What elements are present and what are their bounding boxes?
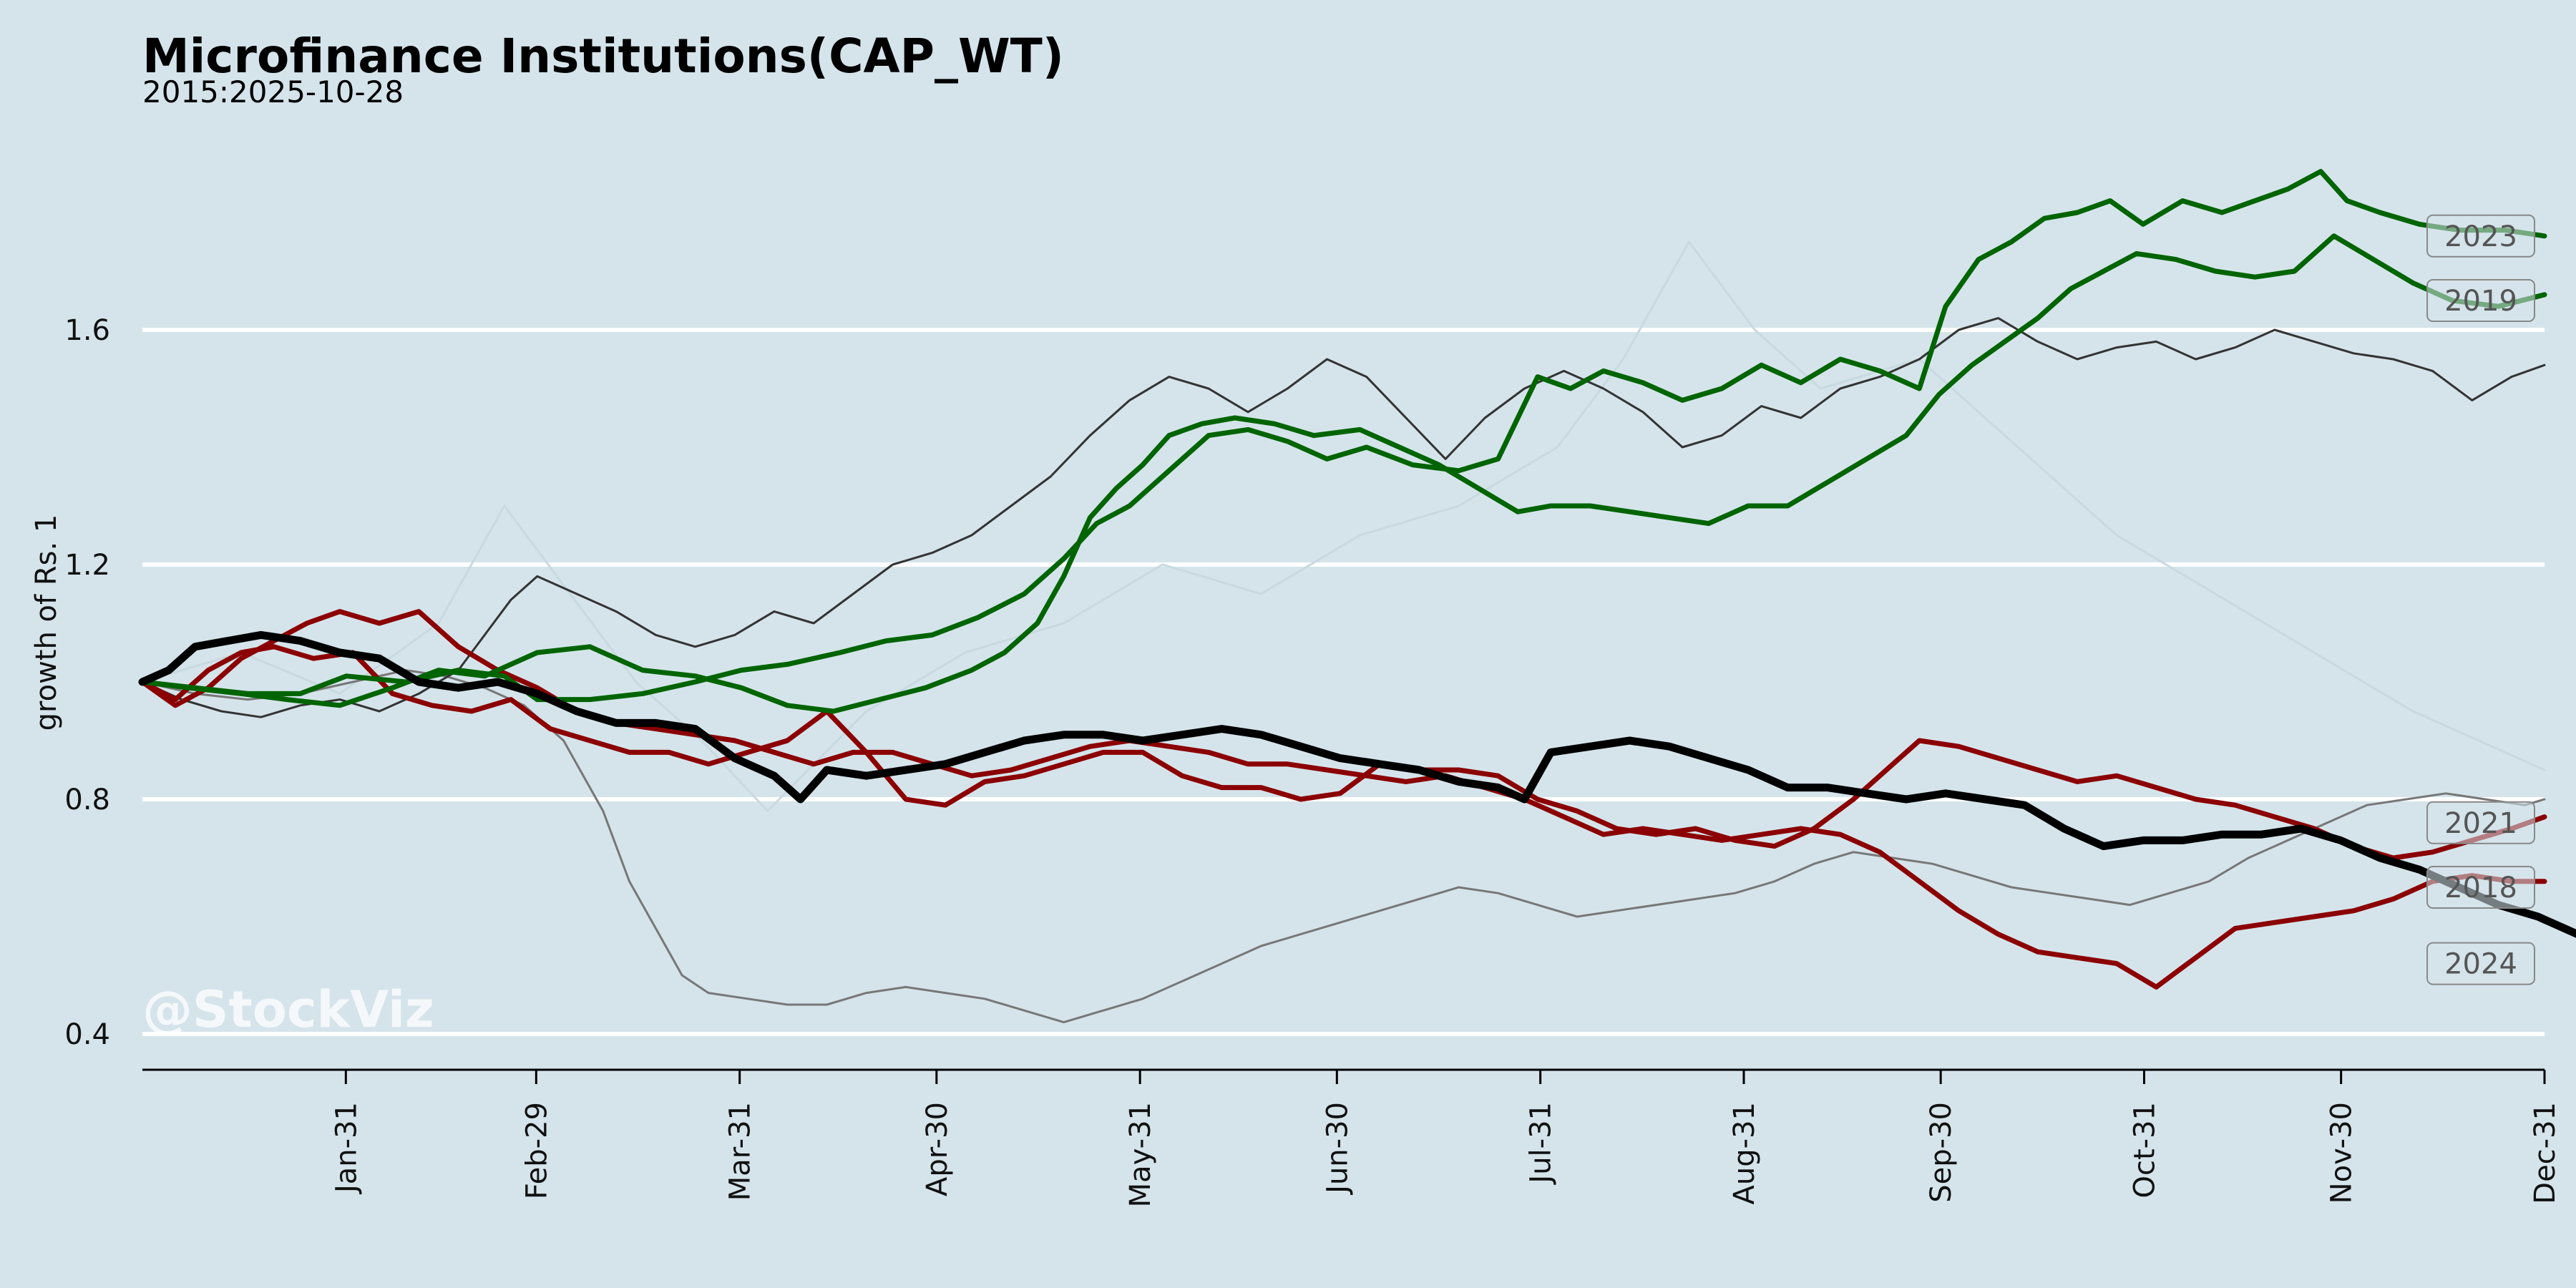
end-label-box bbox=[2426, 866, 2535, 909]
x-tick-label: Sep-30 bbox=[1925, 1102, 1958, 1203]
end-label-2024: 2024 bbox=[2444, 948, 2517, 981]
series-line bbox=[141, 669, 2546, 1024]
x-axis: Jan-31 Feb-29 Mar-31 Apr-30 May-31 Jun-30 Jul-… bbox=[142, 1068, 2562, 1207]
x-tick-label: Jul-31 bbox=[1525, 1102, 1558, 1186]
end-label-2019: 2019 bbox=[2444, 285, 2517, 318]
end-label-box bbox=[2426, 214, 2535, 258]
x-tick-label: Apr-30 bbox=[921, 1102, 954, 1196]
end-label-2018: 2018 bbox=[2444, 872, 2517, 904]
x-tick-label: Nov-30 bbox=[2326, 1102, 2358, 1204]
x-tick-label: Aug-31 bbox=[1728, 1102, 1761, 1204]
x-tick-label: Jun-30 bbox=[1321, 1102, 1354, 1196]
series-line bbox=[141, 317, 2546, 718]
end-label-box bbox=[2426, 942, 2535, 985]
x-tick-label: Dec-31 bbox=[2529, 1102, 2562, 1204]
series-line-2023 bbox=[140, 169, 2547, 703]
series-line-2018 bbox=[140, 609, 2547, 990]
chart-subtitle: 2015:2025-10-28 bbox=[142, 74, 404, 109]
x-tick-label: Feb-29 bbox=[520, 1102, 553, 1199]
x-tick-label: Oct-31 bbox=[2129, 1102, 2162, 1199]
y-tick-label: 0.8 bbox=[64, 784, 110, 816]
y-axis-label: growth of Rs. 1 bbox=[30, 514, 63, 731]
chart-title: Microfinance Institutions(CAP_WT) bbox=[142, 29, 1064, 84]
grid-lines: 0.4 0.8 1.2 1.6 bbox=[64, 314, 2545, 1051]
series-line bbox=[141, 240, 2546, 812]
y-tick-label: 1.2 bbox=[64, 549, 110, 582]
y-tick-label: 0.4 bbox=[64, 1018, 110, 1051]
end-label-box bbox=[2426, 279, 2535, 322]
series-line-2021 bbox=[140, 644, 2547, 861]
series-layer bbox=[138, 169, 2576, 1024]
y-tick-label: 1.6 bbox=[64, 314, 110, 347]
x-tick-label: Jan-31 bbox=[330, 1102, 363, 1195]
watermark: @StockViz bbox=[142, 980, 434, 1039]
end-label-2023: 2023 bbox=[2444, 220, 2517, 253]
end-label-2021: 2021 bbox=[2444, 807, 2517, 840]
end-label-box bbox=[2426, 801, 2535, 844]
x-tick-label: May-31 bbox=[1124, 1102, 1157, 1207]
end-labels: 2023 2019 2021 2018 2024 bbox=[2426, 214, 2535, 985]
x-tick-label: Mar-31 bbox=[724, 1102, 757, 1201]
series-line-2019 bbox=[140, 233, 2547, 714]
series-line-2024 bbox=[138, 630, 2576, 938]
